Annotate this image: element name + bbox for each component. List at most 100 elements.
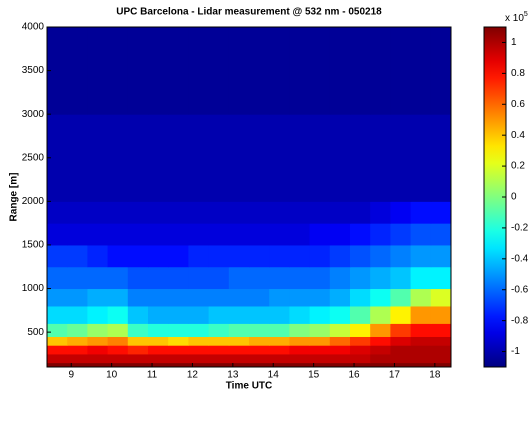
x-tick-label: 18	[429, 370, 441, 381]
heatmap-cell	[228, 345, 250, 355]
heatmap-cell	[249, 27, 270, 115]
colorbar-tick-label: 0.2	[511, 161, 525, 172]
heatmap-cell	[148, 353, 169, 364]
heatmap-cell	[107, 27, 129, 115]
y-tick-label: 3500	[22, 65, 45, 76]
heatmap-cell	[228, 266, 250, 290]
heatmap-cell	[127, 323, 149, 337]
heatmap-cell	[289, 244, 311, 268]
heatmap-cell	[168, 323, 189, 337]
heatmap-cell	[350, 353, 371, 364]
heatmap-cell	[188, 288, 210, 307]
heatmap-cell	[228, 201, 250, 224]
heatmap-cell	[208, 201, 230, 224]
heatmap-cell	[107, 223, 129, 246]
heatmap-cell	[329, 336, 351, 346]
heatmap-cell	[350, 323, 371, 337]
heatmap-cell	[269, 353, 290, 364]
heatmap-cell	[350, 27, 371, 115]
heatmap-cell	[168, 223, 189, 246]
heatmap-cell	[168, 345, 189, 355]
heatmap-cell	[127, 288, 149, 307]
colorbar-scale-base: x 10	[505, 13, 524, 24]
heatmap-cell	[148, 345, 169, 355]
heatmap-cell	[410, 345, 432, 355]
heatmap-cell	[269, 27, 290, 115]
colorbar-tick-label: -0.2	[511, 223, 529, 234]
heatmap-cell	[289, 27, 311, 115]
y-axis-label: Range [m]	[9, 173, 20, 222]
heatmap-cell	[47, 353, 68, 364]
heatmap-cell	[329, 288, 351, 307]
heatmap-cell	[350, 336, 371, 346]
heatmap-cell	[87, 266, 109, 290]
heatmap-cell	[127, 201, 149, 224]
heatmap-cell	[249, 323, 270, 337]
heatmap-cell	[188, 353, 210, 364]
heatmap-cell	[87, 223, 109, 246]
heatmap-cell	[329, 27, 351, 115]
heatmap-cell	[107, 244, 129, 268]
heatmap-cell	[188, 223, 210, 246]
heatmap-cell	[370, 244, 391, 268]
heatmap-cell	[47, 345, 68, 355]
heatmap-cell	[228, 114, 250, 202]
heatmap-cell	[329, 323, 351, 337]
heatmap-cell	[67, 323, 88, 337]
heatmap-cell	[228, 323, 250, 337]
heatmap-cell	[309, 27, 331, 115]
heatmap-cell	[329, 201, 351, 224]
heatmap-cell	[208, 266, 230, 290]
heatmap-cell	[127, 266, 149, 290]
heatmap-cell	[430, 288, 452, 307]
colorbar-tick-label: -0.6	[511, 284, 529, 295]
heatmap-cell	[430, 323, 452, 337]
heatmap-cell	[309, 201, 331, 224]
heatmap-cell	[249, 244, 270, 268]
heatmap-cell	[289, 345, 311, 355]
heatmap-cell	[390, 353, 412, 364]
colorbar-scale-power: 5	[524, 11, 528, 18]
heatmap-cell	[107, 288, 129, 307]
heatmap-cell	[370, 266, 391, 290]
heatmap-cell	[430, 305, 452, 324]
heatmap-cell	[350, 223, 371, 246]
heatmap-cell	[168, 27, 189, 115]
heatmap-cell	[168, 244, 189, 268]
y-tick-label: 3000	[22, 109, 45, 120]
heatmap-cell	[228, 288, 250, 307]
heatmap-cell	[228, 27, 250, 115]
heatmap-cell	[370, 305, 391, 324]
heatmap-cell	[107, 345, 129, 355]
y-tick-label: 500	[27, 327, 44, 338]
heatmap-cell	[390, 223, 412, 246]
heatmap-cell	[107, 353, 129, 364]
heatmap-cell	[228, 353, 250, 364]
heatmap-cell	[289, 266, 311, 290]
heatmap-cell	[370, 27, 391, 115]
heatmap-cell	[309, 288, 331, 307]
heatmap-cell	[430, 244, 452, 268]
heatmap-cell	[67, 223, 88, 246]
heatmap-cell	[269, 223, 290, 246]
heatmap-cell	[188, 305, 210, 324]
x-tick-label: 16	[348, 370, 360, 381]
heatmap-cell	[148, 244, 169, 268]
heatmap-cell	[329, 114, 351, 202]
heatmap-cell	[370, 201, 391, 224]
heatmap-cell	[188, 201, 210, 224]
colorbar-tick-label: -1	[511, 346, 520, 357]
heatmap-cell	[208, 353, 230, 364]
heatmap-cell	[269, 323, 290, 337]
heatmap-cell	[390, 323, 412, 337]
heatmap-cell	[188, 244, 210, 268]
heatmap-cell	[47, 305, 68, 324]
heatmap-cell	[309, 244, 331, 268]
heatmap-cell	[289, 353, 311, 364]
heatmap-cell	[249, 201, 270, 224]
heatmap-cell	[309, 323, 331, 337]
heatmap-cell	[249, 353, 270, 364]
heatmap-cell	[107, 201, 129, 224]
heatmap-cell	[410, 353, 432, 364]
